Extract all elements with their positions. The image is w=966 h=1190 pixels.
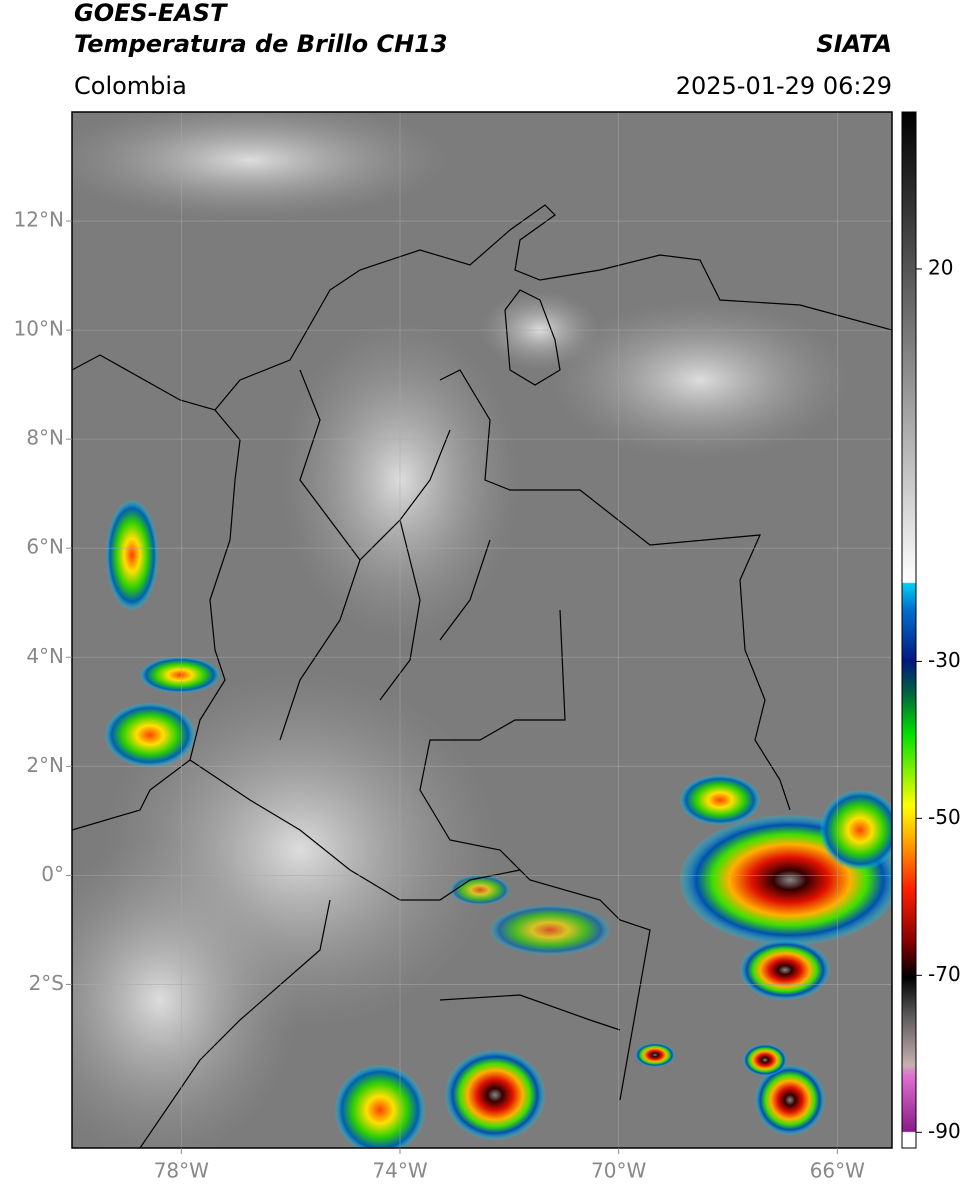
colorbar-tick-label: -70 [928,962,961,986]
datetime: 2025-01-29 06:29 [676,72,892,100]
colorbar-tick-label: -30 [928,648,961,672]
colorbar [901,111,917,1149]
y-tick-label: 6°N [26,535,64,559]
y-tick-label: 2°S [29,971,64,995]
y-tick-label: 2°N [26,753,64,777]
colorbar-tick-label: 20 [928,255,953,279]
colorbar-tick-label: -90 [928,1119,961,1143]
region: Colombia [74,72,187,100]
colorbar-tick-label: -50 [928,805,961,829]
y-tick-label: 8°N [26,426,64,450]
x-tick-label: 74°W [372,1159,427,1183]
satellite-image [72,112,892,1148]
y-tick-label: 0° [41,862,64,886]
grid [72,112,892,1148]
title: GOES-EAST [74,0,228,27]
x-tick-label: 70°W [591,1159,646,1183]
y-tick-label: 12°N [14,208,64,232]
subtitle: Temperatura de Brillo CH13 [74,30,448,58]
y-tick-label: 10°N [14,317,64,341]
source: SIATA [816,30,892,58]
x-tick-label: 78°W [154,1159,209,1183]
x-tick-label: 66°W [810,1159,865,1183]
y-tick-label: 4°N [26,644,64,668]
map-frame [71,111,893,1149]
